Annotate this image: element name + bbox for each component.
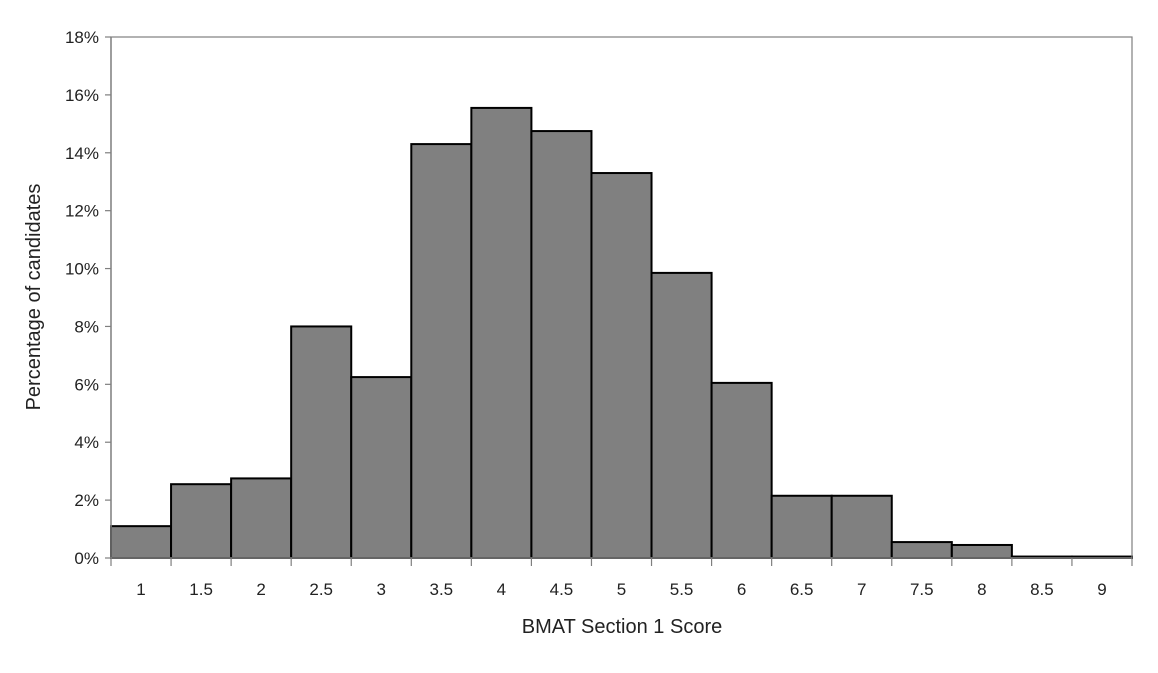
x-tick-label: 1.5 <box>189 580 213 599</box>
bar-2 <box>230 477 293 559</box>
x-tick-label: 5 <box>617 580 626 599</box>
x-tick-label: 4.5 <box>550 580 574 599</box>
y-tick-label: 0% <box>74 549 99 568</box>
bar-5 <box>590 172 653 560</box>
bar-8 <box>950 543 1013 559</box>
bar-7 <box>830 494 893 559</box>
bar-6 <box>710 381 773 559</box>
y-tick-label: 10% <box>65 260 99 279</box>
bar-7.5 <box>890 541 953 560</box>
bar-3.5 <box>410 143 473 559</box>
y-tick-label: 2% <box>74 491 99 510</box>
x-tick-label: 8 <box>977 580 986 599</box>
x-tick-label: 2.5 <box>309 580 333 599</box>
x-tick-label: 8.5 <box>1030 580 1054 599</box>
y-tick-label: 6% <box>74 375 99 394</box>
bar-4.5 <box>530 130 593 559</box>
y-tick-label: 18% <box>65 28 99 47</box>
ticks-layer: 0% 2% 4% 6% 8% 10% 12% 14% 16% 18% 1 1.5 2 2.5 3 3.5 4 4.… <box>65 28 1133 599</box>
bar-6.5 <box>770 494 833 559</box>
bar-4 <box>470 106 533 560</box>
y-tick-label: 14% <box>65 144 99 163</box>
x-tick-label: 5.5 <box>670 580 694 599</box>
y-tick-label: 16% <box>65 86 99 105</box>
bar-5.5 <box>650 271 713 559</box>
axes-layer <box>110 36 1133 559</box>
x-tick-label: 3 <box>377 580 386 599</box>
bar-1 <box>110 525 173 560</box>
y-tick-label: 4% <box>74 433 99 452</box>
x-tick-label: 4 <box>497 580 506 599</box>
x-tick-label: 6 <box>737 580 746 599</box>
y-tick-label: 12% <box>65 202 99 221</box>
x-axis-title: BMAT Section 1 Score <box>522 616 722 638</box>
bar-2.5 <box>290 325 353 560</box>
x-tick-label: 1 <box>136 580 145 599</box>
x-tick-label: 7.5 <box>910 580 934 599</box>
y-tick-label: 8% <box>74 317 99 336</box>
y-axis-title: Percentage of candidates <box>23 184 45 411</box>
x-tick-label: 6.5 <box>790 580 814 599</box>
x-tick-label: 7 <box>857 580 866 599</box>
x-tick-label: 3.5 <box>430 580 454 599</box>
x-tick-label: 2 <box>256 580 265 599</box>
bar-3 <box>350 376 413 559</box>
x-tick-label: 9 <box>1097 580 1106 599</box>
bar-1.5 <box>170 483 233 560</box>
bars-layer <box>110 106 1133 560</box>
